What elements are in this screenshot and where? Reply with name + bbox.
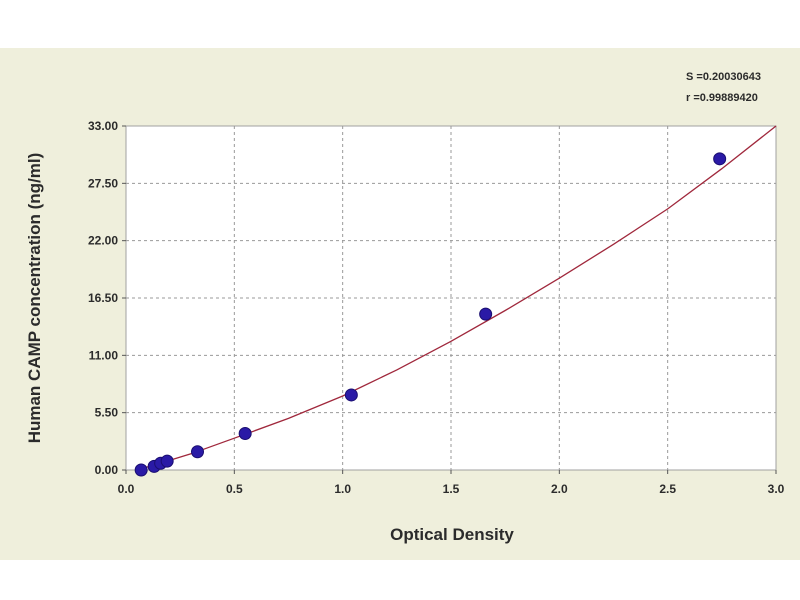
data-point: [713, 152, 727, 166]
x-tick-label: 2.0: [551, 482, 568, 496]
y-tick-label: 22.00: [88, 234, 118, 248]
x-tick-label: 1.0: [334, 482, 351, 496]
x-tick-label: 1.5: [443, 482, 460, 496]
y-tick-label: 33.00: [88, 119, 118, 133]
y-tick-label: 16.50: [88, 291, 118, 305]
data-point: [191, 445, 204, 459]
data-point: [134, 463, 148, 477]
stat-r-value: r =0.99889420: [686, 92, 758, 104]
x-tick-label: 3.0: [768, 482, 785, 496]
y-tick-label: 11.00: [89, 348, 119, 362]
data-point: [344, 388, 358, 402]
x-axis-title: Optical Density: [390, 525, 514, 544]
grid-layer: [126, 126, 776, 470]
y-tick-label: 5.50: [95, 406, 119, 420]
data-point: [160, 454, 174, 468]
x-tick-label: 0.0: [118, 482, 135, 496]
stat-s-value: S =0.20030643: [686, 71, 761, 83]
data-point: [479, 307, 493, 321]
y-tick-label: 0.00: [95, 463, 119, 477]
point-layer: [134, 152, 727, 477]
axis-layer: [122, 125, 777, 474]
y-axis-title: Human CAMP concentration (ng/ml): [25, 153, 44, 444]
label-layer: 0.0 0.5 1.0 1.5 2.0 2.5 3.0 0.00 5.50 11.00 16.50 2…: [88, 119, 785, 496]
x-tick-label: 2.5: [659, 482, 676, 496]
data-point: [238, 427, 252, 441]
y-tick-label: 27.50: [88, 176, 118, 190]
x-tick-label: 0.5: [226, 482, 243, 496]
